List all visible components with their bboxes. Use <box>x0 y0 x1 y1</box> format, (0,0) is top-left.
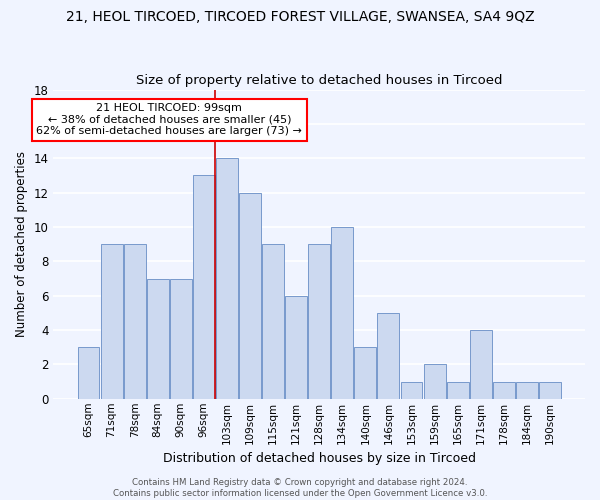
Text: Contains HM Land Registry data © Crown copyright and database right 2024.
Contai: Contains HM Land Registry data © Crown c… <box>113 478 487 498</box>
Bar <box>170 278 192 399</box>
Y-axis label: Number of detached properties: Number of detached properties <box>15 151 28 337</box>
Bar <box>216 158 238 399</box>
Bar <box>377 313 400 399</box>
Bar <box>539 382 561 399</box>
Text: 21 HEOL TIRCOED: 99sqm
← 38% of detached houses are smaller (45)
62% of semi-det: 21 HEOL TIRCOED: 99sqm ← 38% of detached… <box>37 104 302 136</box>
Bar <box>308 244 330 399</box>
Bar <box>147 278 169 399</box>
Bar <box>101 244 122 399</box>
Bar <box>446 382 469 399</box>
Bar <box>239 192 261 399</box>
Title: Size of property relative to detached houses in Tircoed: Size of property relative to detached ho… <box>136 74 502 87</box>
X-axis label: Distribution of detached houses by size in Tircoed: Distribution of detached houses by size … <box>163 452 476 465</box>
Bar <box>331 227 353 399</box>
Bar <box>262 244 284 399</box>
Bar <box>285 296 307 399</box>
Bar <box>401 382 422 399</box>
Bar <box>124 244 146 399</box>
Text: 21, HEOL TIRCOED, TIRCOED FOREST VILLAGE, SWANSEA, SA4 9QZ: 21, HEOL TIRCOED, TIRCOED FOREST VILLAGE… <box>65 10 535 24</box>
Bar <box>493 382 515 399</box>
Bar <box>470 330 491 399</box>
Bar <box>355 347 376 399</box>
Bar <box>77 347 100 399</box>
Bar <box>516 382 538 399</box>
Bar <box>193 176 215 399</box>
Bar <box>424 364 446 399</box>
